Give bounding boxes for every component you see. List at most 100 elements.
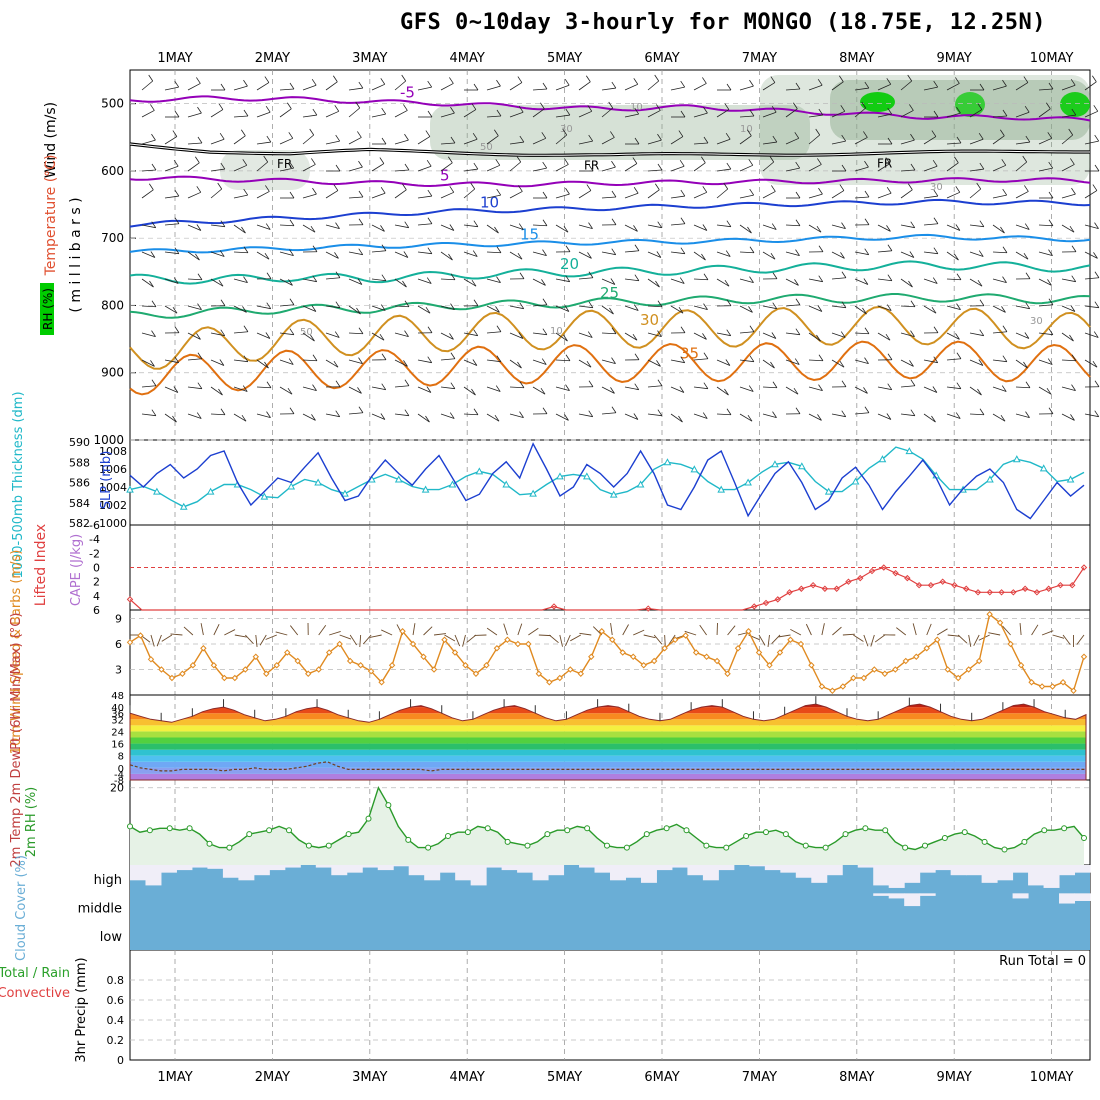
wind-barb-flag	[312, 384, 317, 391]
wind-barb-flag	[703, 303, 708, 310]
wind-barb	[279, 359, 294, 365]
thickness-point	[314, 478, 322, 486]
wind-barb-flag	[1024, 185, 1029, 192]
wind-barb-flag	[725, 359, 731, 366]
wind10-point	[179, 670, 186, 677]
wind-barb	[785, 386, 799, 395]
wind-barb-flag	[472, 132, 478, 140]
wind-barb-flag	[793, 387, 799, 395]
wind-barb	[440, 83, 454, 91]
wind-barb	[417, 413, 430, 423]
y-tick-label: 600	[101, 164, 124, 178]
wind-barb-flag	[243, 325, 249, 333]
wind-barb-flag	[770, 361, 775, 369]
li-tick-label: -6	[89, 519, 100, 532]
wind-barb	[1038, 251, 1053, 257]
wind-barb-flag	[864, 357, 869, 364]
wind-barb-flag	[794, 279, 799, 286]
wind-barb-flag	[356, 307, 361, 315]
cloud-cell-high	[253, 865, 270, 876]
wind-barb	[256, 332, 271, 339]
rh2m-point	[246, 831, 253, 838]
thickness-point	[771, 460, 779, 468]
wind10-point	[556, 674, 564, 682]
cloud-axis-label: Cloud Cover (%)	[14, 855, 29, 961]
wind-barb	[1061, 332, 1074, 342]
cloud-cell-high	[950, 865, 967, 876]
wind-barb-flag	[863, 278, 869, 285]
wind-barb-flag	[657, 409, 663, 416]
wind10-point	[588, 653, 595, 660]
wind-barb-flag	[264, 76, 270, 83]
x-tick-top: 6MAY	[644, 51, 679, 66]
wind-barb-flag	[771, 105, 777, 113]
wind-barb-flag	[150, 104, 155, 111]
wind-barb-flag	[334, 331, 340, 338]
wind-barb-flag	[312, 187, 317, 195]
slp-axis-label: SLP (mb)	[99, 451, 114, 510]
wind-barb	[187, 251, 200, 261]
wind-barb-flag	[839, 184, 845, 191]
wind-barb-flag	[149, 280, 154, 288]
wind-barb	[463, 413, 479, 416]
wind10-barb	[1041, 630, 1054, 636]
wind-barb	[486, 331, 501, 334]
wind-barb-flag	[1024, 223, 1030, 230]
wind-barb	[371, 83, 385, 91]
x-axis-labels: 1MAY1MAY2MAY2MAY3MAY3MAY4MAY4MAY5MAY5MAY…	[157, 51, 1073, 1085]
wind10-barb	[244, 634, 254, 645]
wind-barb-flag	[977, 388, 982, 396]
wind-barb	[762, 224, 777, 230]
rh-shade-region	[860, 92, 895, 112]
wind-barb-flag	[747, 414, 753, 422]
wind-barb-flag	[1025, 302, 1031, 309]
wind-barb-flag	[427, 189, 433, 197]
wind-barb	[693, 386, 708, 390]
wind-barb	[854, 166, 869, 172]
wind-barb-flag	[726, 299, 732, 306]
rh2m-point	[584, 825, 591, 832]
temp-band	[130, 725, 1086, 732]
freezing-level-label: FR	[277, 157, 292, 171]
wind10-barb	[559, 634, 563, 647]
wind-barb-flag	[266, 272, 272, 279]
cloud-cell-high	[718, 865, 735, 871]
wind-barb-flag	[358, 406, 364, 414]
wind10-barb	[259, 634, 267, 646]
freezing-level-label: FR	[877, 156, 892, 170]
wind-barb-flag	[886, 304, 892, 311]
wind-barb	[532, 386, 546, 395]
wind-barb	[440, 332, 454, 340]
slp-tick-label: 1006	[99, 463, 127, 476]
wind-barb-flag	[932, 159, 938, 167]
wind-barb-flag	[427, 247, 433, 254]
wind-barb-flag	[381, 274, 387, 281]
wind-barb-flag	[817, 158, 822, 165]
wind-barb-flag	[496, 188, 502, 196]
rh2m-point	[862, 825, 869, 832]
wind10-barb	[486, 627, 498, 636]
wind-barb	[348, 107, 360, 118]
wind10-barb	[454, 634, 461, 647]
wind10-barb	[369, 634, 382, 638]
wind-barb	[716, 413, 732, 416]
wind-barb-flag	[473, 162, 479, 170]
wind-barb	[992, 386, 1007, 392]
wind-barb	[900, 251, 915, 258]
wind-barb	[693, 83, 707, 91]
wind-barb	[509, 224, 524, 230]
wind-barb	[624, 332, 638, 341]
wind-barb-flag	[979, 162, 985, 170]
wind10-point	[598, 628, 605, 635]
wind10-axis-label: 10m Wind Speed & Barbs (m/s)	[9, 550, 24, 755]
cloud-cell-high	[315, 865, 332, 868]
wind10-point	[818, 683, 826, 690]
wind-barb-flag	[772, 272, 778, 279]
wind10-barb	[790, 628, 802, 636]
wind-barb	[992, 194, 1007, 199]
wind-barb-flag	[265, 223, 271, 230]
isotherm-label: 35	[680, 345, 699, 363]
wind10-point	[137, 632, 144, 639]
x-tick-bottom: 8MAY	[839, 1070, 874, 1085]
wind-barb	[1084, 277, 1099, 280]
